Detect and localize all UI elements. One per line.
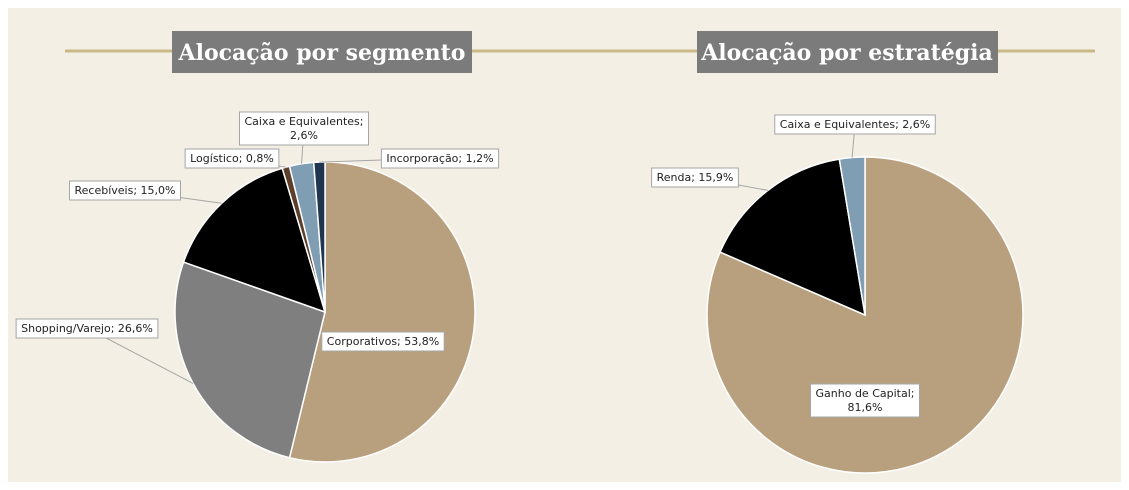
- data-label-box: [321, 331, 445, 352]
- chart-title: Alocação por estratégia: [700, 40, 993, 66]
- data-label: Incorporação; 1,2%: [386, 152, 493, 165]
- title-banner: [697, 31, 998, 73]
- data-label: Logístico; 0,8%: [190, 152, 274, 165]
- data-label: Ganho de Capital; 81,6%: [816, 387, 915, 414]
- data-label-box: [380, 148, 500, 169]
- data-label: Corporativos; 53,8%: [327, 335, 439, 348]
- data-label-group: Ganho de Capital; 81,6%: [810, 383, 920, 418]
- data-label-group: Caixa e Equivalentes; 2,6%: [774, 114, 936, 135]
- data-label: Caixa e Equivalentes; 2,6%: [244, 115, 363, 142]
- data-label: Shopping/Varejo; 26,6%: [21, 322, 153, 335]
- data-label-group: Logístico; 0,8%: [184, 148, 280, 169]
- data-label-box: [69, 180, 181, 201]
- data-label-group: Renda; 15,9%: [651, 167, 739, 188]
- data-label: Renda; 15,9%: [657, 171, 734, 184]
- data-label-group: Incorporação; 1,2%: [380, 148, 500, 169]
- chart-title: Alocação por segmento: [178, 40, 466, 66]
- data-label-box: [238, 111, 370, 146]
- data-label-group: Shopping/Varejo; 26,6%: [15, 318, 159, 339]
- data-label-box: [810, 383, 920, 418]
- data-label: Caixa e Equivalentes; 2,6%: [780, 118, 930, 131]
- pie-slice: [719, 158, 866, 317]
- title-banner: [172, 31, 472, 73]
- pie-slice: [174, 261, 326, 459]
- data-label-box: [184, 148, 280, 169]
- data-label-group: Caixa e Equivalentes; 2,6%: [238, 111, 370, 146]
- data-label-box: [651, 167, 739, 188]
- data-label-group: Corporativos; 53,8%: [321, 331, 445, 352]
- data-label: Recebíveis; 15,0%: [75, 184, 176, 197]
- data-label-box: [774, 114, 936, 135]
- data-label-box: [15, 318, 159, 339]
- pie-slice: [288, 161, 476, 463]
- data-label-group: Recebíveis; 15,0%: [69, 180, 181, 201]
